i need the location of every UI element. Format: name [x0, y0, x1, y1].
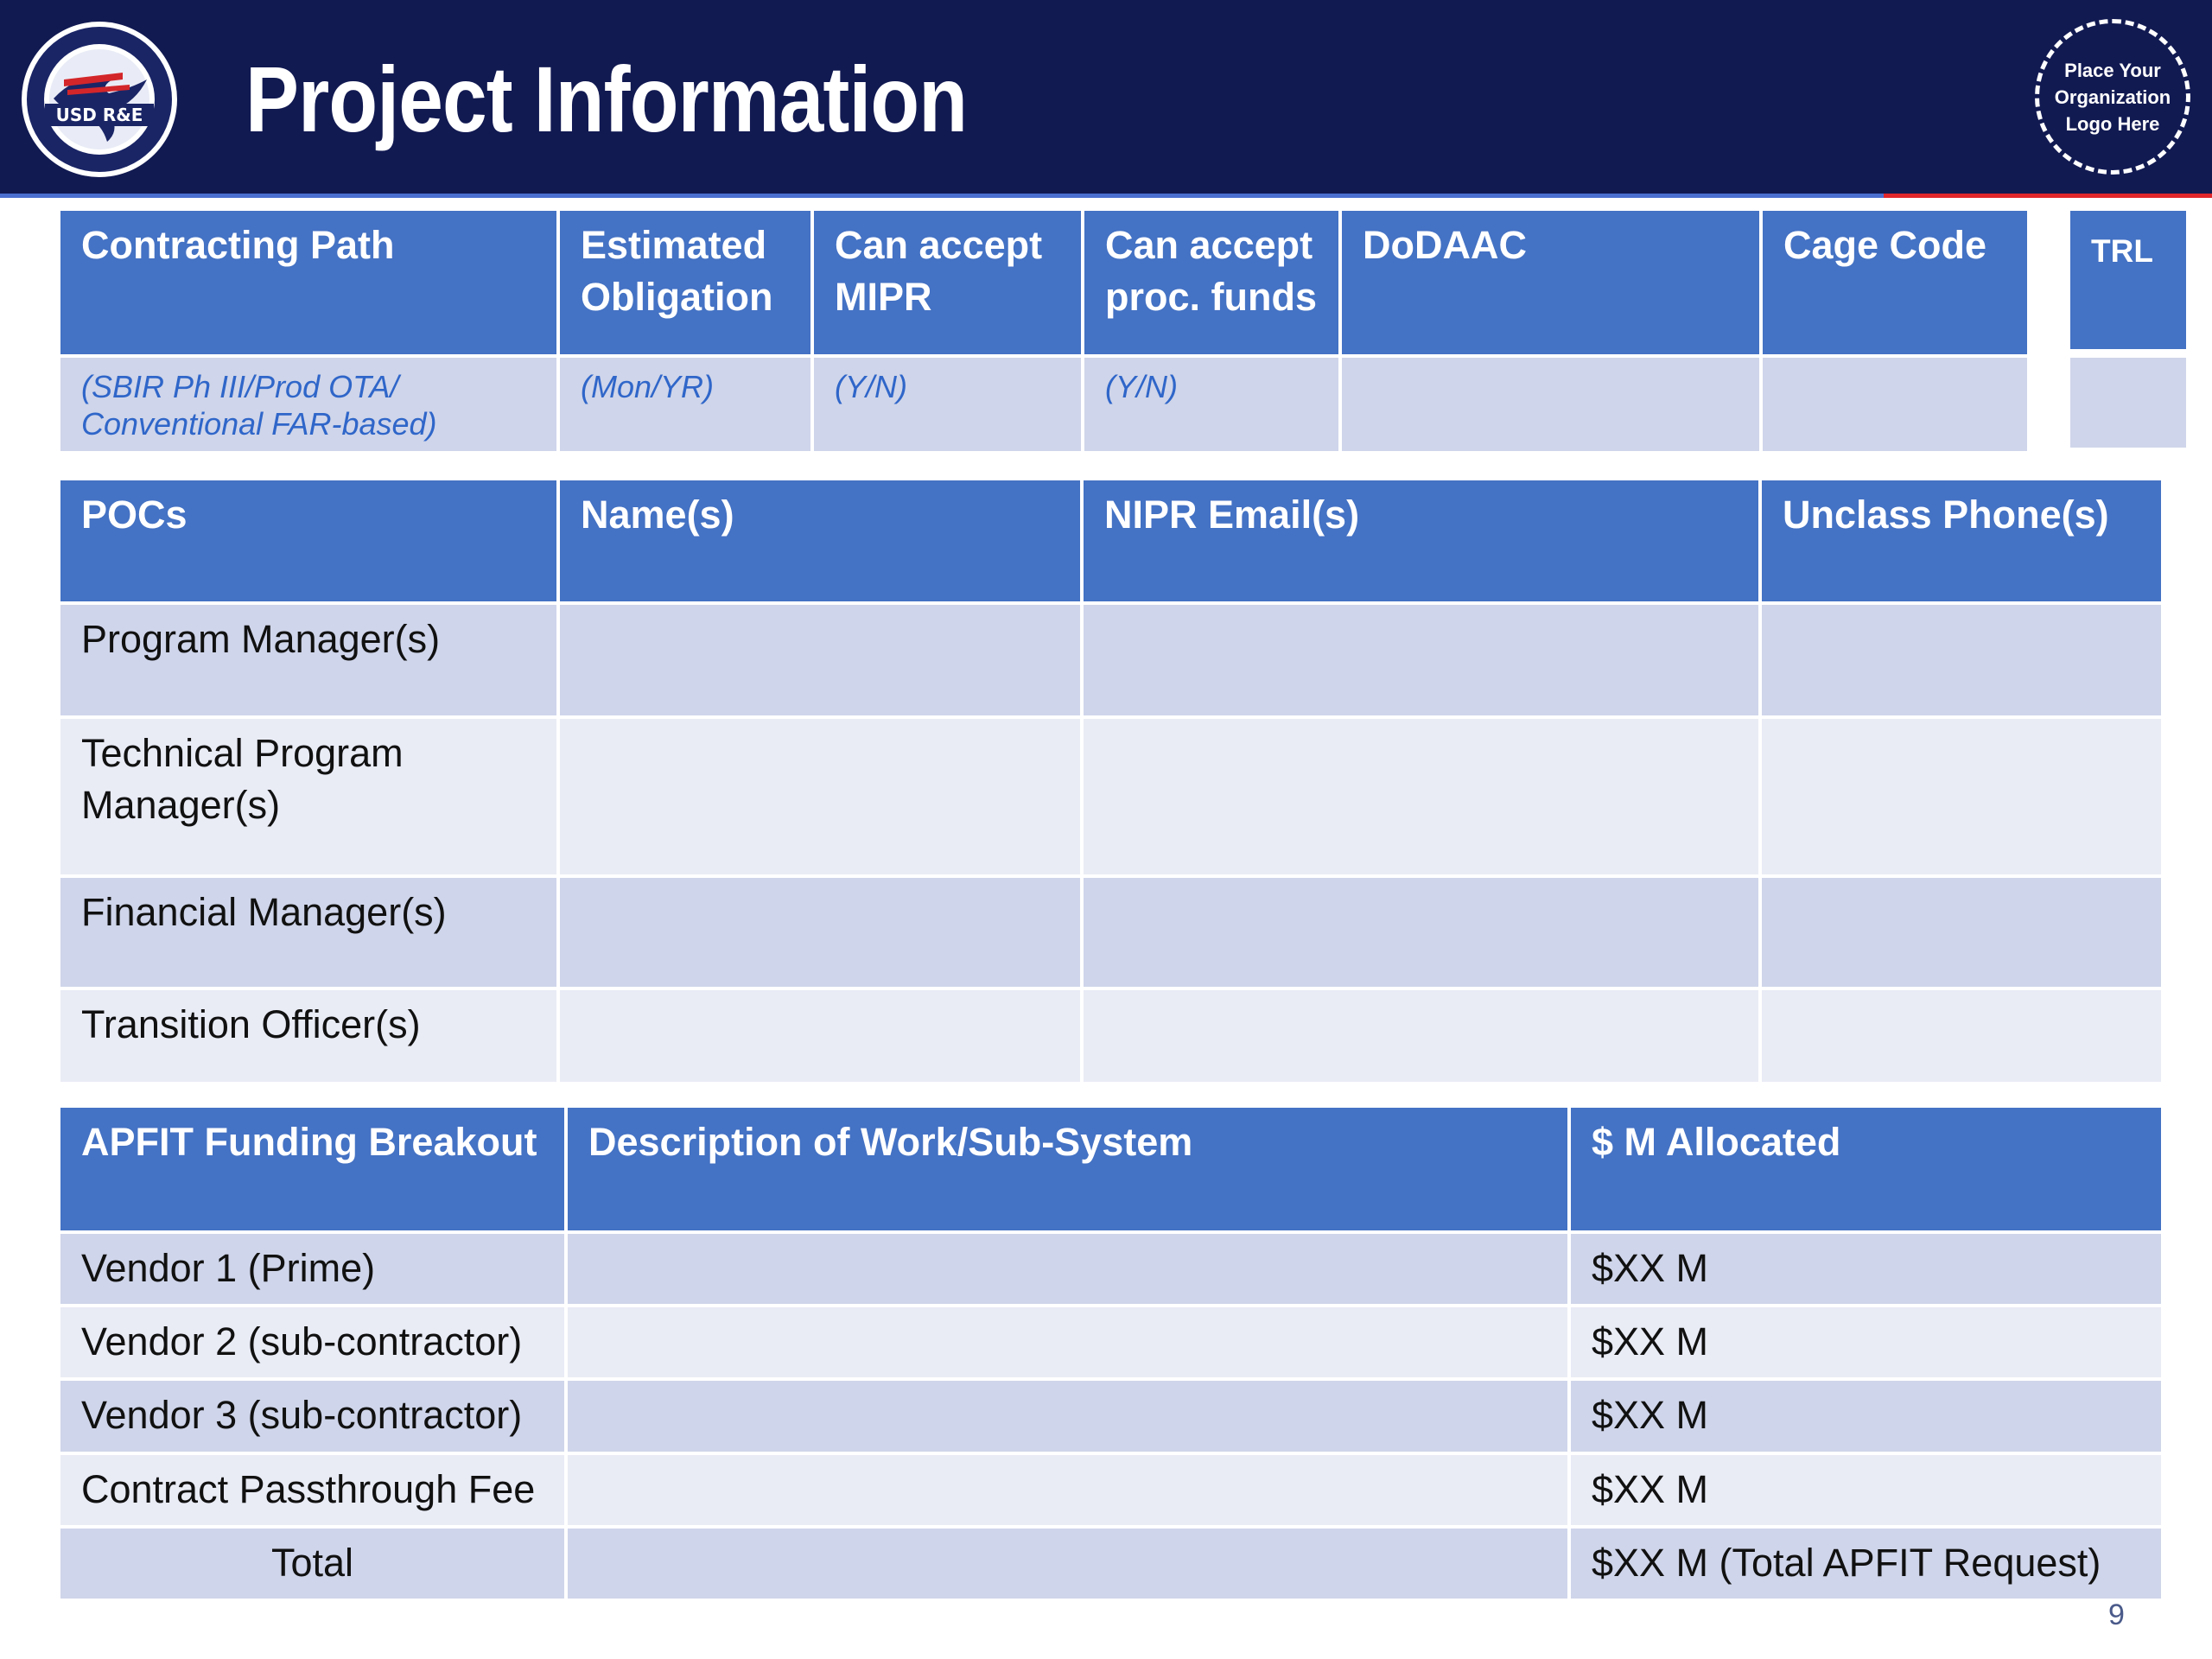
header-can-accept-proc-funds: Can accept proc. funds: [1084, 211, 1342, 358]
estimated-obligation-hint[interactable]: (Mon/YR): [560, 358, 814, 454]
funding-allocated-cell[interactable]: $XX M: [1571, 1234, 2164, 1307]
funding-total-label: Total: [60, 1529, 568, 1602]
header-m-allocated: $ M Allocated: [1571, 1108, 2164, 1234]
technical-program-manager-email-cell[interactable]: [1084, 719, 1762, 878]
header-description-of-work: Description of Work/Sub-System: [568, 1108, 1571, 1234]
contracting-path-hint[interactable]: (SBIR Ph III/Prod OTA/ Conventional FAR-…: [60, 358, 560, 454]
funding-row-label: Vendor 3 (sub-contractor): [60, 1381, 568, 1455]
header-apfit-funding-breakout: APFIT Funding Breakout: [60, 1108, 568, 1234]
funding-description-cell[interactable]: [568, 1234, 1571, 1307]
usdre-seal-icon: USD R&E: [22, 22, 177, 177]
transition-officer-phone-cell[interactable]: [1762, 990, 2164, 1085]
mipr-hint[interactable]: (Y/N): [814, 358, 1084, 454]
financial-manager-email-cell[interactable]: [1084, 878, 1762, 990]
header-estimated-obligation: Estimated Obligation: [560, 211, 814, 358]
funding-row-label: Vendor 2 (sub-contractor): [60, 1307, 568, 1381]
technical-program-manager-phone-cell[interactable]: [1762, 719, 2164, 878]
program-manager-name-cell[interactable]: [560, 605, 1084, 719]
funding-total-allocated-cell[interactable]: $XX M (Total APFIT Request): [1571, 1529, 2164, 1602]
cage-code-value-cell[interactable]: [1763, 358, 2031, 454]
funding-allocated-cell[interactable]: $XX M: [1571, 1307, 2164, 1381]
poc-row-label-program-manager: Program Manager(s): [60, 605, 560, 719]
proc-funds-hint[interactable]: (Y/N): [1084, 358, 1342, 454]
poc-table: POCs Name(s) NIPR Email(s) Unclass Phone…: [60, 480, 2164, 1085]
funding-allocated-cell[interactable]: $XX M: [1571, 1381, 2164, 1455]
seal-text: USD R&E: [56, 105, 143, 125]
header-trl: TRL: [2070, 211, 2186, 349]
header-unclass-phones: Unclass Phone(s): [1762, 480, 2164, 605]
transition-officer-name-cell[interactable]: [560, 990, 1084, 1085]
slide-header: USD R&E Project Information Place Your O…: [0, 0, 2212, 194]
header-can-accept-mipr: Can accept MIPR: [814, 211, 1084, 358]
funding-description-cell[interactable]: [568, 1381, 1571, 1455]
poc-row-label-transition-officer: Transition Officer(s): [60, 990, 560, 1085]
page-number: 9: [2108, 1599, 2125, 1631]
poc-row-label-technical-program-manager: Technical Program Manager(s): [60, 719, 560, 878]
poc-row-label-financial-manager: Financial Manager(s): [60, 878, 560, 990]
contracting-table: Contracting Path Estimated Obligation Ca…: [60, 211, 2031, 454]
logo-placeholder-text: Place Your Organization Logo Here: [2054, 59, 2171, 135]
funding-description-cell[interactable]: [568, 1455, 1571, 1529]
header-divider-blue: [0, 194, 1884, 198]
funding-description-cell[interactable]: [568, 1307, 1571, 1381]
header-dodaac: DoDAAC: [1342, 211, 1763, 358]
funding-row-label: Contract Passthrough Fee: [60, 1455, 568, 1529]
funding-allocated-cell[interactable]: $XX M: [1571, 1455, 2164, 1529]
program-manager-email-cell[interactable]: [1084, 605, 1762, 719]
header-pocs: POCs: [60, 480, 560, 605]
header-divider-red: [1884, 194, 2212, 198]
header-contracting-path: Contracting Path: [60, 211, 560, 358]
funding-row-label: Vendor 1 (Prime): [60, 1234, 568, 1307]
trl-value-cell[interactable]: [2070, 358, 2186, 448]
dodaac-value-cell[interactable]: [1342, 358, 1763, 454]
organization-logo-placeholder: Place Your Organization Logo Here: [2035, 19, 2190, 175]
header-names: Name(s): [560, 480, 1084, 605]
transition-officer-email-cell[interactable]: [1084, 990, 1762, 1085]
funding-table: APFIT Funding Breakout Description of Wo…: [60, 1108, 2164, 1602]
funding-total-description-cell[interactable]: [568, 1529, 1571, 1602]
header-cage-code: Cage Code: [1763, 211, 2031, 358]
header-nipr-emails: NIPR Email(s): [1084, 480, 1762, 605]
technical-program-manager-name-cell[interactable]: [560, 719, 1084, 878]
program-manager-phone-cell[interactable]: [1762, 605, 2164, 719]
financial-manager-phone-cell[interactable]: [1762, 878, 2164, 990]
financial-manager-name-cell[interactable]: [560, 878, 1084, 990]
page-title: Project Information: [245, 47, 968, 151]
